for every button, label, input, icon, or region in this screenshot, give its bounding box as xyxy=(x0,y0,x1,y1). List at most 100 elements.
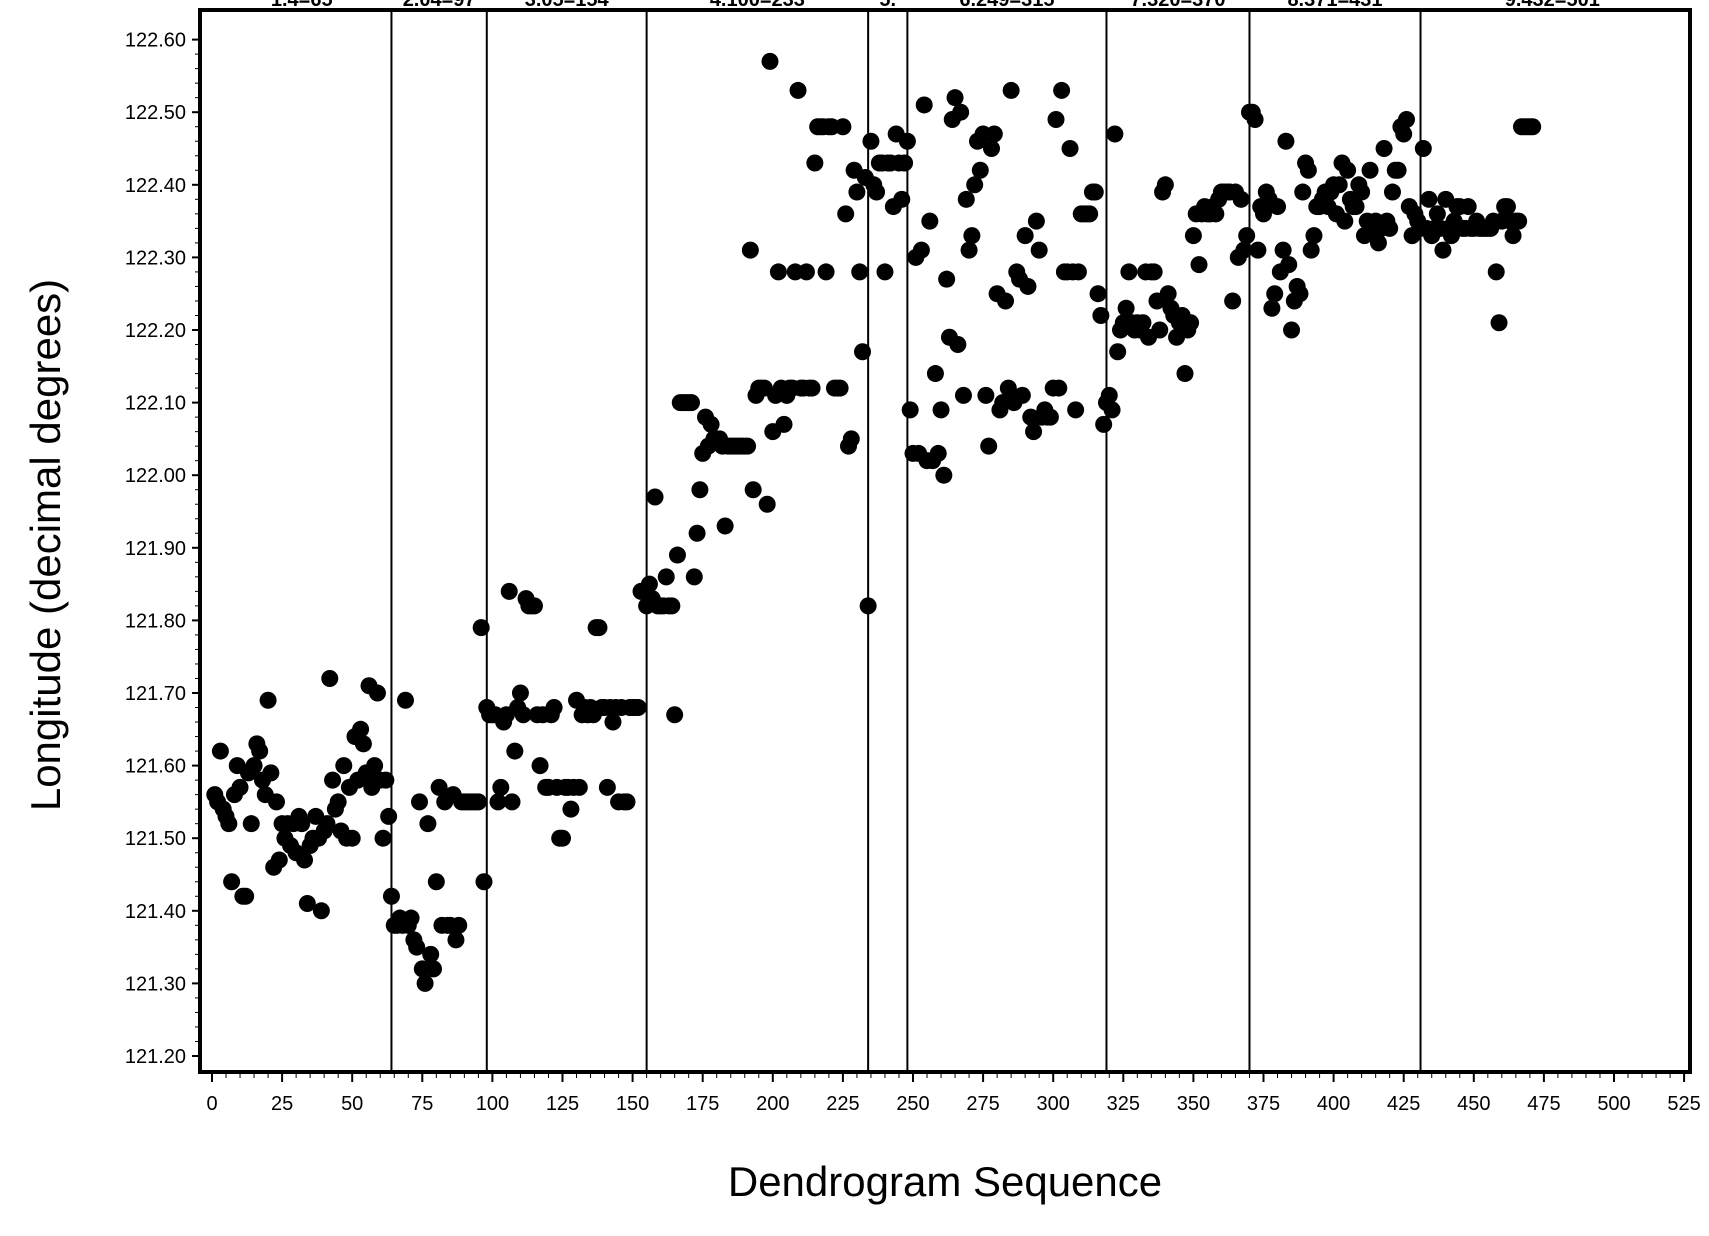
y-tick-label: 122.40 xyxy=(125,175,186,197)
y-tick-label: 121.70 xyxy=(125,683,186,705)
data-point xyxy=(1190,256,1208,274)
data-point xyxy=(1030,241,1048,259)
data-point xyxy=(267,793,285,811)
data-point xyxy=(629,699,647,717)
data-point xyxy=(901,401,919,419)
data-point xyxy=(1263,299,1281,317)
data-point xyxy=(915,96,933,114)
data-point xyxy=(1291,285,1309,303)
data-point xyxy=(1361,161,1379,179)
data-point xyxy=(999,379,1017,397)
x-tick-label: 100 xyxy=(476,1093,509,1115)
data-point xyxy=(318,815,336,833)
data-point xyxy=(691,481,709,499)
data-point xyxy=(949,336,967,354)
data-point xyxy=(1420,190,1438,208)
data-point xyxy=(366,757,384,775)
data-point xyxy=(1117,299,1135,317)
data-point xyxy=(220,815,238,833)
data-point xyxy=(1019,277,1037,295)
data-point xyxy=(410,793,428,811)
data-point xyxy=(868,183,886,201)
x-tick-label: 475 xyxy=(1527,1093,1560,1115)
data-point xyxy=(511,684,529,702)
data-point xyxy=(354,735,372,753)
data-point xyxy=(668,546,686,564)
data-point xyxy=(789,81,807,99)
data-point xyxy=(506,742,524,760)
data-points xyxy=(206,52,1542,992)
data-point xyxy=(985,125,1003,143)
data-point xyxy=(1283,321,1301,339)
data-point xyxy=(960,241,978,259)
data-point xyxy=(854,343,872,361)
data-point xyxy=(980,437,998,455)
y-tick-label: 121.50 xyxy=(125,828,186,850)
data-point xyxy=(293,815,311,833)
data-point xyxy=(1347,198,1365,216)
data-point xyxy=(1013,386,1031,404)
y-tick-label: 121.60 xyxy=(125,756,186,778)
data-point xyxy=(1089,285,1107,303)
data-point xyxy=(1176,365,1194,383)
data-point xyxy=(492,778,510,796)
x-tick-label: 125 xyxy=(546,1093,579,1115)
data-point xyxy=(352,720,370,738)
data-point xyxy=(1067,401,1085,419)
data-point xyxy=(503,793,521,811)
data-point xyxy=(966,176,984,194)
data-point xyxy=(324,771,342,789)
data-point xyxy=(1353,183,1371,201)
x-tick-label: 400 xyxy=(1317,1093,1350,1115)
y-axis-title: Longitude (decimal degrees) xyxy=(22,279,69,811)
data-point xyxy=(848,183,866,201)
data-point xyxy=(1498,198,1516,216)
data-point xyxy=(1249,241,1267,259)
y-tick-label: 121.90 xyxy=(125,538,186,560)
data-point xyxy=(1120,263,1138,281)
data-point xyxy=(1151,321,1169,339)
x-axis: 0 25 50 75 100 125 150 175 200 225 250 275 300 325 350… xyxy=(206,1072,1701,1115)
data-point xyxy=(997,292,1015,310)
y-tick-label: 121.20 xyxy=(125,1046,186,1068)
y-tick-label: 122.30 xyxy=(125,247,186,269)
x-tick-label: 500 xyxy=(1597,1093,1630,1115)
data-point xyxy=(377,771,395,789)
y-tick-label: 122.50 xyxy=(125,102,186,124)
data-point xyxy=(472,619,490,637)
data-point xyxy=(298,895,316,913)
data-point xyxy=(1395,125,1413,143)
data-point xyxy=(1238,227,1256,245)
data-point xyxy=(408,938,426,956)
data-point xyxy=(912,241,930,259)
data-point xyxy=(242,815,260,833)
cluster-label-6: 6.249=315 xyxy=(959,0,1054,11)
x-tick-label: 425 xyxy=(1387,1093,1420,1115)
y-tick-label: 121.40 xyxy=(125,901,186,923)
data-point xyxy=(921,212,939,230)
data-point xyxy=(1369,234,1387,252)
data-point xyxy=(1224,292,1242,310)
data-point xyxy=(898,132,916,150)
cluster-labels: 1.4=65 2.04=97 3.05=154 4.100=233 5. 6.249=31… xyxy=(271,0,1600,11)
cluster-label-9: 9.432=501 xyxy=(1505,0,1600,11)
data-point xyxy=(963,227,981,245)
data-point xyxy=(545,699,563,717)
x-axis-title: Dendrogram Sequence xyxy=(728,1158,1162,1205)
data-point xyxy=(1053,81,1071,99)
data-point xyxy=(211,742,229,760)
data-point xyxy=(259,691,277,709)
data-point xyxy=(851,263,869,281)
data-point xyxy=(952,103,970,121)
data-point xyxy=(744,481,762,499)
data-point xyxy=(321,669,339,687)
data-point xyxy=(1428,205,1446,223)
data-point xyxy=(312,902,330,920)
data-point xyxy=(640,575,658,593)
x-tick-label: 75 xyxy=(411,1093,433,1115)
y-tick-label: 121.30 xyxy=(125,973,186,995)
data-point xyxy=(1389,161,1407,179)
data-point xyxy=(1025,423,1043,441)
data-point xyxy=(983,140,1001,157)
data-point xyxy=(570,778,588,796)
